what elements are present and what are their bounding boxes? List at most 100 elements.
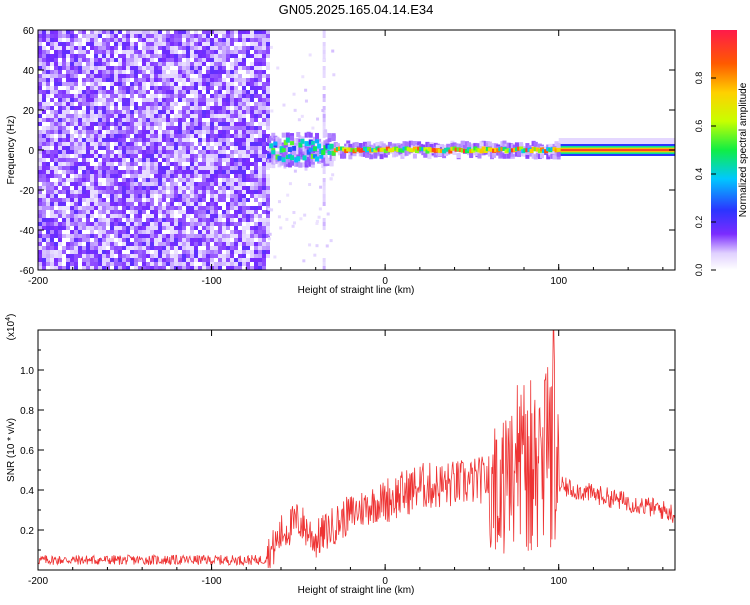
noise-cell — [226, 186, 230, 190]
band-cell — [489, 154, 494, 160]
noise-cell — [142, 186, 146, 190]
noise-cell — [90, 30, 94, 34]
noise-cell — [62, 150, 66, 154]
noise-cell — [106, 258, 110, 262]
noise-cell — [66, 142, 70, 146]
noise-cell — [234, 130, 238, 134]
noise-cell — [62, 218, 66, 222]
noise-cell — [198, 54, 202, 58]
noise-cell — [74, 182, 78, 186]
noise-cell — [78, 70, 82, 74]
band-cell — [531, 146, 536, 151]
noise-cell — [246, 70, 250, 74]
noise-cell — [94, 186, 98, 190]
noise-cell — [126, 46, 130, 50]
noise-cell — [162, 214, 166, 218]
noise-cell — [166, 206, 170, 210]
noise-cell — [134, 118, 138, 122]
noise-cell — [154, 254, 158, 258]
noise-cell — [106, 38, 110, 42]
noise-cell — [246, 66, 250, 70]
noise-cell — [162, 226, 166, 230]
noise-cell — [94, 194, 98, 198]
noise-cell — [262, 46, 266, 50]
noise-cell — [150, 62, 154, 66]
noise-cell — [118, 74, 122, 78]
noise-cell — [258, 174, 262, 178]
noise-cell — [174, 162, 178, 166]
noise-cell — [250, 122, 254, 126]
noise-cell — [102, 262, 106, 266]
noise-cell — [86, 238, 90, 242]
noise-cell — [114, 246, 118, 250]
noise-cell — [74, 34, 78, 38]
band-cell — [467, 147, 472, 152]
noise-cell — [222, 186, 226, 190]
noise-cell — [146, 222, 150, 226]
x-tick-label: -100 — [202, 276, 222, 287]
noise-cell — [98, 62, 102, 66]
noise-cell — [230, 170, 234, 174]
noise-cell — [134, 110, 138, 114]
band-cell — [352, 149, 357, 154]
noise-cell — [74, 46, 78, 50]
band-cell — [290, 160, 295, 166]
noise-cell — [170, 174, 174, 178]
noise-cell — [126, 214, 130, 218]
noise-cell — [230, 122, 234, 126]
noise-cell — [106, 190, 110, 194]
noise-cell — [138, 50, 142, 54]
noise-cell — [130, 190, 134, 194]
band-cell — [552, 147, 557, 152]
noise-cell — [50, 54, 54, 58]
noise-cell — [102, 94, 106, 98]
noise-cell — [78, 154, 82, 158]
noise-cell — [250, 130, 254, 134]
noise-cell — [154, 186, 158, 190]
noise-cell — [230, 62, 234, 66]
noise-cell — [166, 74, 170, 78]
noise-cell — [198, 234, 202, 238]
noise-cell — [186, 150, 190, 154]
band-cell — [329, 149, 334, 155]
noise-cell — [142, 110, 146, 114]
noise-cell — [214, 198, 218, 202]
noise-cell — [126, 90, 130, 94]
band-cell — [329, 157, 334, 163]
band-cell — [500, 147, 505, 152]
noise-cell — [150, 258, 154, 262]
noise-cell — [178, 98, 182, 102]
noise-cell — [70, 102, 74, 106]
band-cell — [510, 151, 515, 157]
noise-cell — [66, 242, 70, 246]
noise-cell — [138, 54, 142, 58]
band-cell — [471, 143, 476, 149]
noise-cell — [210, 170, 214, 174]
noise-cell — [190, 154, 194, 158]
band-cell — [500, 152, 505, 158]
noise-cell — [202, 42, 206, 46]
noise-cell — [194, 266, 198, 270]
band-cell — [394, 146, 399, 151]
noise-cell — [234, 78, 238, 82]
noise-cell — [238, 258, 242, 262]
noise-cell — [110, 262, 114, 266]
noise-cell — [238, 186, 242, 190]
noise-cell — [46, 242, 50, 246]
noise-cell — [150, 150, 154, 154]
noise-cell — [90, 98, 94, 102]
noise-cell — [242, 174, 246, 178]
noise-cell — [218, 222, 222, 226]
noise-cell — [202, 50, 206, 54]
y-tick-label: 40 — [23, 66, 35, 77]
noise-cell — [222, 214, 226, 218]
noise-cell — [174, 62, 178, 66]
stripe-cell — [322, 222, 326, 226]
noise-cell — [170, 54, 174, 58]
noise-cell — [46, 162, 50, 166]
noise-cell — [210, 66, 214, 70]
noise-cell — [238, 58, 242, 62]
band-cell — [352, 143, 357, 149]
noise-cell — [50, 206, 54, 210]
noise-cell — [38, 194, 42, 198]
